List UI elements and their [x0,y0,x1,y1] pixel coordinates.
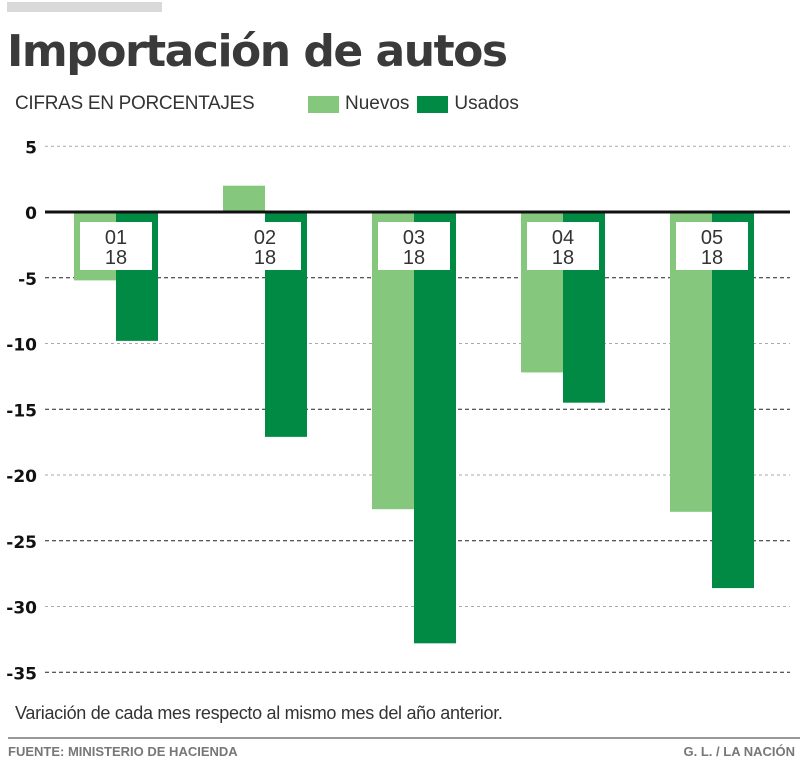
credit-label: G. L. / LA NACIÓN [683,744,795,759]
category-year-label: 18 [254,247,276,269]
y-tick-label: 0 [25,204,37,224]
legend-swatch-nuevos [308,95,339,113]
y-tick-label: -20 [6,467,37,487]
y-tick-label: -5 [18,270,37,290]
legend: Nuevos Usados [308,93,527,115]
chart-subtitle: CIFRAS EN PORCENTAJES [15,93,255,114]
category-year-label: 18 [552,247,574,269]
category-label-box [229,222,301,270]
category-year-label: 18 [403,247,425,269]
category-label-box [676,222,748,270]
category-year-label: 18 [105,247,127,269]
category-month-label: 05 [701,227,723,249]
category-month-label: 04 [552,227,574,249]
legend-label-nuevos: Nuevos [345,93,410,114]
legend-label-usados: Usados [454,93,519,114]
source-label: FUENTE: MINISTERIO DE HACIENDA [8,744,238,759]
y-tick-label: 5 [25,138,37,158]
legend-swatch-usados [417,95,449,113]
category-month-label: 03 [403,227,425,249]
bar-usados-05 [712,212,754,589]
chart-title: Importación de autos [7,26,508,77]
bar-nuevos-02 [223,185,265,212]
bar-usados-03 [414,212,456,644]
category-label-box [378,222,450,270]
bar-chart: 50-5-10-15-20-25-30-35011802180318041805… [6,138,790,684]
y-tick-label: -25 [6,533,37,553]
category-month-label: 02 [254,227,276,249]
y-tick-label: -15 [6,401,37,421]
legend-item-usados: Usados [417,93,519,115]
category-year-label: 18 [701,247,723,269]
y-tick-label: -30 [6,599,37,619]
category-label-box [80,222,152,270]
category-label-box [527,222,599,270]
category-month-label: 01 [105,227,127,249]
y-tick-label: -10 [6,336,37,356]
legend-item-nuevos: Nuevos [308,93,409,115]
footer-divider [8,737,800,739]
y-tick-label: -35 [6,664,37,684]
decorative-top-bar [7,2,162,12]
chart-note: Variación de cada mes respecto al mismo … [15,703,503,723]
